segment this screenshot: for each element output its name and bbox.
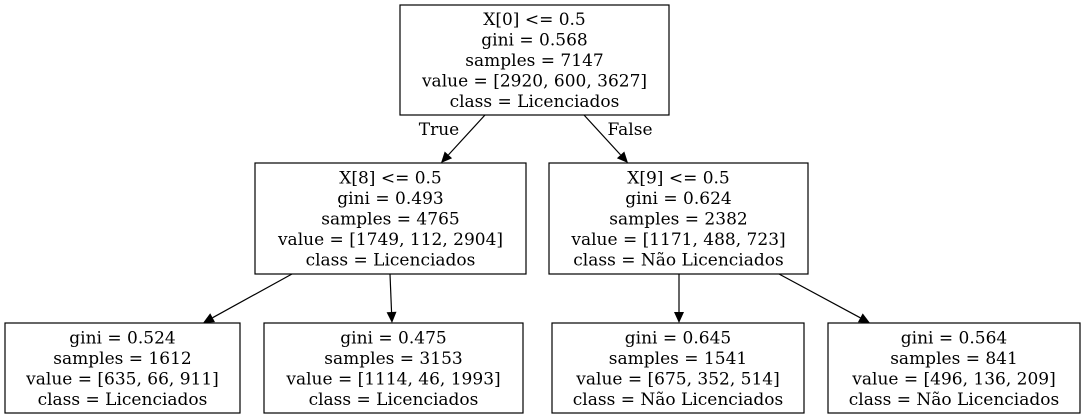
node-text-line: class = Não Licenciados xyxy=(573,390,783,410)
node-text-line: class = Licenciados xyxy=(38,390,208,410)
edge-n1-to-n4 xyxy=(386,273,397,323)
node-text-line: class = Não Licenciados xyxy=(573,251,783,271)
node-text-line: class = Licenciados xyxy=(450,92,620,112)
node-box xyxy=(827,322,1081,414)
arrowhead-icon xyxy=(674,312,684,323)
node-text-line: value = [1749, 112, 2904] xyxy=(277,230,503,250)
node-text-line: gini = 0.624 xyxy=(625,189,731,209)
node-text-line: class = Licenciados xyxy=(309,390,479,410)
edge-n1-to-n3 xyxy=(203,273,293,323)
node-text-line: gini = 0.568 xyxy=(481,31,587,51)
node-box xyxy=(4,322,241,414)
node-text-line: samples = 4765 xyxy=(321,210,459,230)
node-text-line: X[8] <= 0.5 xyxy=(339,169,442,189)
arrowhead-icon xyxy=(386,311,397,323)
node-text-line: value = [635, 66, 911] xyxy=(25,369,219,389)
node-text-line: class = Não Licenciados xyxy=(849,390,1059,410)
node-box xyxy=(548,162,809,275)
edge-line xyxy=(212,273,293,319)
node-text-line: X[9] <= 0.5 xyxy=(627,169,730,189)
node-box xyxy=(551,322,805,414)
arrowhead-icon xyxy=(441,151,453,163)
node-text-line: samples = 1612 xyxy=(53,349,191,369)
node-text-line: X[0] <= 0.5 xyxy=(483,10,586,30)
edge-root-to-n2: False xyxy=(583,114,653,163)
arrowhead-icon xyxy=(203,313,215,323)
edge-line xyxy=(583,114,622,156)
node-text-line: class = Licenciados xyxy=(306,251,476,271)
node-box xyxy=(399,4,670,116)
node-text-line: samples = 841 xyxy=(890,349,1018,369)
node-text-line: value = [1171, 488, 723] xyxy=(570,230,785,250)
edge-label-true: True xyxy=(419,120,459,140)
arrowhead-icon xyxy=(857,313,870,323)
node-text-line: value = [675, 352, 514] xyxy=(575,369,779,389)
node-text-line: samples = 2382 xyxy=(609,210,747,230)
node-box xyxy=(254,162,527,275)
node-text-line: samples = 7147 xyxy=(465,51,603,71)
node-text-line: gini = 0.564 xyxy=(901,328,1007,348)
edge-n2-to-n5 xyxy=(674,274,684,323)
edge-line xyxy=(389,273,393,313)
node-text-line: samples = 1541 xyxy=(609,349,747,369)
node-text-line: gini = 0.475 xyxy=(340,328,446,348)
edge-n2-to-n6 xyxy=(778,273,870,323)
edge-label-false: False xyxy=(608,120,653,140)
node-text-line: value = [2920, 600, 3627] xyxy=(421,72,647,92)
node-text-line: gini = 0.524 xyxy=(69,328,175,348)
node-text-line: value = [1114, 46, 1993] xyxy=(285,369,500,389)
node-text-line: gini = 0.493 xyxy=(337,189,443,209)
edge-line xyxy=(447,114,486,156)
node-text-line: value = [496, 136, 209] xyxy=(851,369,1055,389)
edge-root-to-n1: True xyxy=(419,114,486,163)
node-box xyxy=(263,322,524,414)
edge-line xyxy=(778,273,861,319)
arrowhead-icon xyxy=(616,151,628,163)
node-text-line: gini = 0.645 xyxy=(625,328,731,348)
node-text-line: samples = 3153 xyxy=(324,349,462,369)
